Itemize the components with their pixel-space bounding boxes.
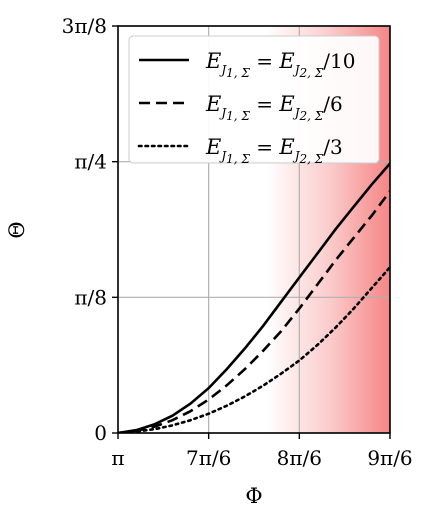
y-tick-label: 3π/8 (62, 14, 107, 38)
x-tick-label: 7π/6 (186, 446, 231, 470)
x-axis-label: Φ (245, 484, 262, 508)
series-lines (118, 162, 390, 433)
legend-label-3: EJ1, Σ = EJ2, Σ/3 (205, 135, 343, 166)
series-line-2 (118, 190, 390, 433)
plot-frame (117, 25, 391, 434)
y-axis-label: Θ (5, 221, 29, 238)
legend-label-1: EJ1, Σ = EJ2, Σ/10 (205, 49, 355, 80)
legend-box (128, 35, 380, 164)
legend: EJ1, Σ = EJ2, Σ/10 EJ1, Σ = EJ2, Σ/6 EJ1, … (128, 35, 380, 166)
y-tick-label: π/4 (74, 150, 107, 174)
series-line-1 (118, 162, 390, 433)
x-tick-label: π (111, 446, 124, 470)
ticks: π 7π/6 8π/6 9π/6 0 π/8 π/4 3π/8 (62, 14, 413, 470)
x-tick-label: 8π/6 (277, 446, 322, 470)
series-line-3 (118, 265, 390, 433)
legend-label-2: EJ1, Σ = EJ2, Σ/6 (205, 92, 343, 123)
x-tick-label: 9π/6 (367, 446, 412, 470)
y-tick-label: π/8 (74, 285, 107, 309)
y-tick-label: 0 (94, 421, 107, 445)
